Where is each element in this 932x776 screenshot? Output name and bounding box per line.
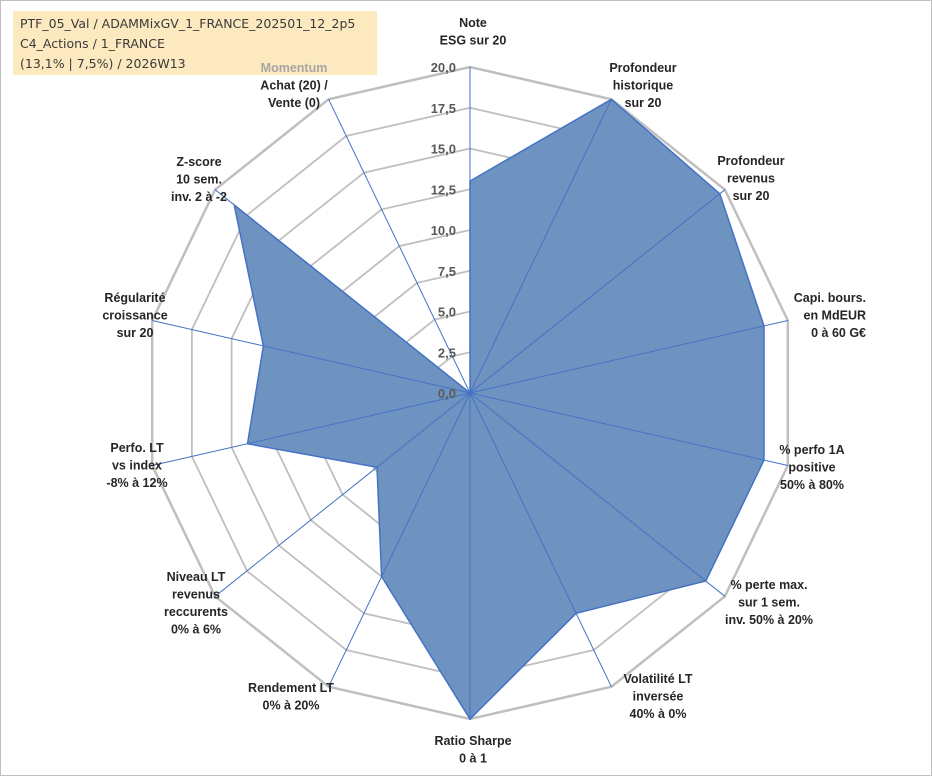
axis-label: inv. 2 à -2 bbox=[171, 190, 227, 204]
axis-label: positive bbox=[788, 461, 835, 475]
axis-spoke bbox=[469, 392, 788, 466]
tick-label: 17,5 bbox=[431, 101, 456, 116]
axis-label: 40% à 0% bbox=[630, 707, 687, 721]
axis-spoke bbox=[469, 189, 726, 394]
axis-label: inv. 50% à 20% bbox=[725, 613, 813, 627]
axis-label: 0 à 60 G€ bbox=[811, 326, 866, 340]
axis-label: Achat (20) / bbox=[260, 79, 328, 93]
axis-label: sur 20 bbox=[117, 326, 154, 340]
tick-label: 5,0 bbox=[438, 305, 456, 320]
axis-label: croissance bbox=[102, 309, 167, 323]
axis-spoke bbox=[469, 320, 788, 394]
axis-label: Rendement LT bbox=[248, 681, 334, 695]
axis-label: Régularité bbox=[104, 291, 165, 305]
axis-label: en MdEUR bbox=[804, 309, 867, 323]
tick-label: 0,0 bbox=[438, 386, 456, 401]
axis-label: inversée bbox=[633, 690, 684, 704]
axis-label: 0% à 6% bbox=[171, 623, 221, 637]
axis-label: Z-score bbox=[176, 155, 221, 169]
axis-label: 10 sem. bbox=[176, 173, 222, 187]
axis-label: reccurents bbox=[164, 605, 228, 619]
axis-spoke bbox=[469, 392, 612, 687]
tick-label: 15,0 bbox=[431, 142, 456, 157]
axis-label: sur 1 sem. bbox=[738, 596, 800, 610]
axis-label: 0% à 20% bbox=[263, 699, 320, 713]
chart-title-line-2: C4_Actions / 1_FRANCE bbox=[20, 36, 165, 51]
axis-label: sur 20 bbox=[625, 96, 662, 110]
chart-title-line-3: (13,1% | 7,5%) / 2026W13 bbox=[20, 56, 186, 71]
axis-label: Vente (0) bbox=[268, 96, 320, 110]
tick-label: 12,5 bbox=[431, 182, 456, 197]
axis-spoke bbox=[469, 392, 726, 597]
axis-spoke bbox=[152, 392, 471, 466]
axis-label: % perfo 1A bbox=[779, 443, 844, 457]
tick-label: 10,0 bbox=[431, 223, 456, 238]
axis-label: historique bbox=[613, 79, 673, 93]
axis-label: sur 20 bbox=[733, 189, 770, 203]
axis-spoke bbox=[152, 320, 471, 394]
axis-label: Capi. bours. bbox=[794, 291, 866, 305]
chart-title-box: PTF_05_Val / ADAMMixGV_1_FRANCE_202501_1… bbox=[13, 11, 377, 75]
axis-spoke bbox=[214, 189, 471, 394]
axis-spoke bbox=[469, 99, 612, 394]
axis-label: 0 à 1 bbox=[459, 752, 487, 766]
tick-label: 2,5 bbox=[438, 345, 456, 360]
axis-spoke bbox=[214, 392, 471, 597]
axis-label: % perte max. bbox=[730, 578, 807, 592]
axis-label: revenus bbox=[172, 588, 220, 602]
axis-label: Perfo. LT bbox=[110, 441, 164, 455]
axis-label: vs index bbox=[112, 459, 162, 473]
axis-label: Momentum bbox=[261, 61, 328, 75]
axis-label: revenus bbox=[727, 172, 775, 186]
axis-label: ESG sur 20 bbox=[440, 34, 507, 48]
tick-label: 20,0 bbox=[431, 60, 456, 75]
axis-label: Profondeur bbox=[609, 61, 676, 75]
axis-label: Ratio Sharpe bbox=[434, 734, 511, 748]
axis-label: Volatilité LT bbox=[624, 672, 693, 686]
axis-label: Niveau LT bbox=[167, 570, 226, 584]
axis-label: Note bbox=[459, 16, 487, 30]
axis-spoke bbox=[328, 392, 471, 687]
series-area bbox=[233, 98, 765, 721]
axis-label: -8% à 12% bbox=[106, 476, 167, 490]
tick-label: 7,5 bbox=[438, 264, 456, 279]
axis-label: 50% à 80% bbox=[780, 478, 844, 492]
axis-label: Profondeur bbox=[717, 154, 784, 168]
axis-spoke bbox=[328, 99, 471, 394]
chart-title-line-1: PTF_05_Val / ADAMMixGV_1_FRANCE_202501_1… bbox=[20, 16, 356, 31]
